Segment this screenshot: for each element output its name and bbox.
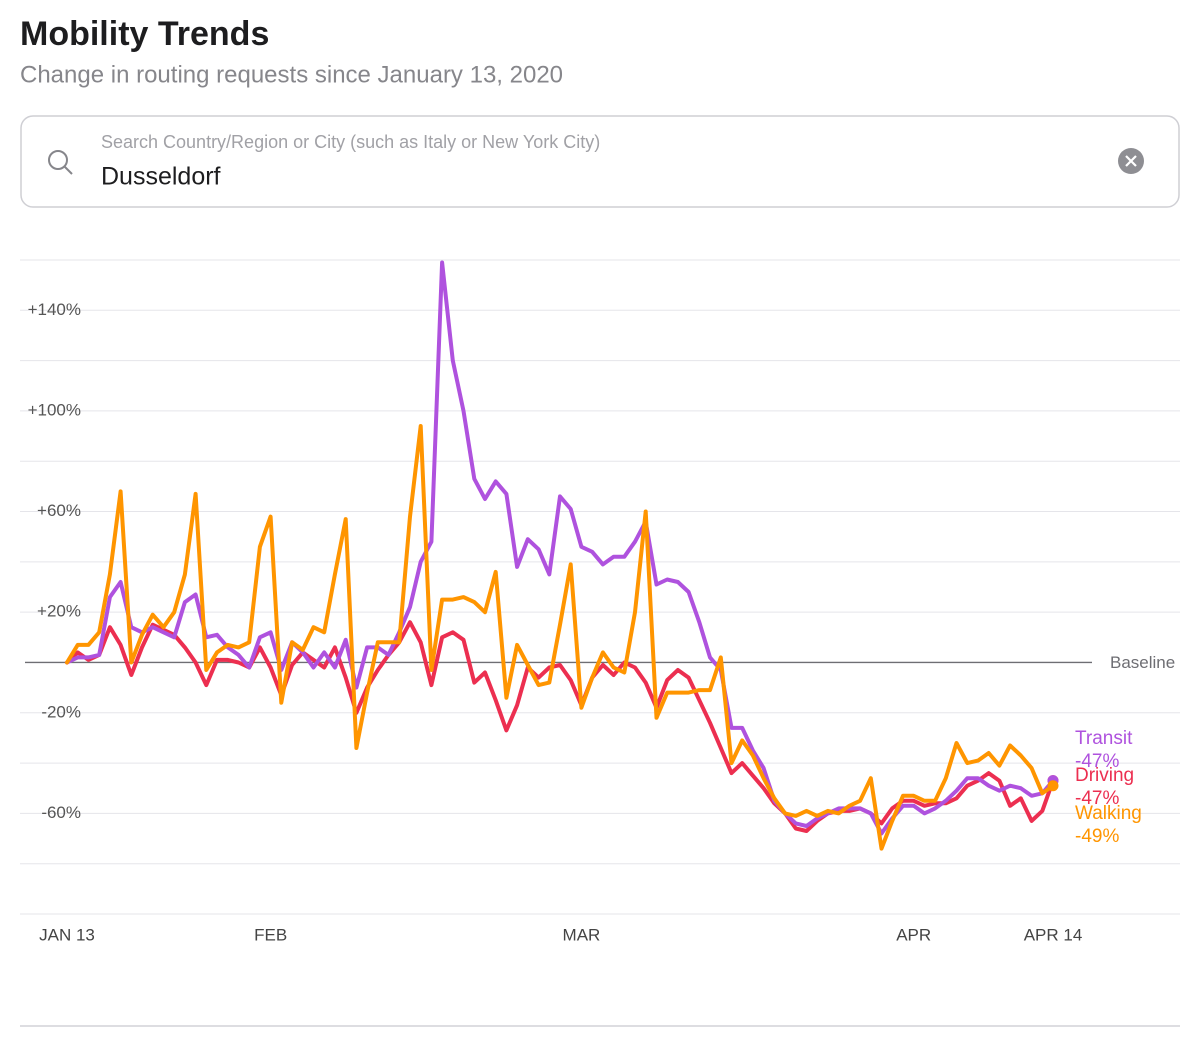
y-tick-label: +140% [28,300,81,319]
page-subtitle: Change in routing requests since January… [20,61,563,88]
search-value[interactable]: Dusseldorf [101,163,221,191]
search-box[interactable]: Search Country/Region or City (such as I… [20,115,1180,208]
legend-name: Transit [1075,728,1133,749]
series-line [65,260,1055,836]
legend-name: Walking [1075,803,1142,824]
x-tick-label: JAN 13 [39,925,95,944]
x-tick-label: MAR [563,925,601,944]
y-tick-label: +100% [28,400,81,419]
search-placeholder: Search Country/Region or City (such as I… [101,132,600,152]
baseline-label: Baseline [1110,653,1175,672]
page-title: Mobility Trends [20,15,269,53]
search-icon [48,150,73,175]
end-dot [1047,780,1059,792]
legend-name: Driving [1075,765,1134,786]
y-tick-label: +60% [37,501,81,520]
y-tick-label: -20% [41,702,81,721]
end-value-label: -49% [1075,826,1119,847]
chart: Baseline -60% -20% +20% +60% +100% +140% JAN 13… [20,259,1180,944]
x-tick-label: APR [896,925,931,944]
x-tick-label: FEB [254,925,287,944]
x-tick-label: APR 14 [1024,925,1083,944]
clear-button[interactable] [1118,148,1144,174]
end-value-label: -47% [1075,788,1119,809]
y-tick-label: -60% [41,803,81,822]
search-field[interactable] [20,115,1180,208]
series-line [65,620,1055,833]
series-line [65,424,1055,851]
end-value-label: -47% [1075,751,1119,772]
y-tick-label: +20% [37,602,81,621]
